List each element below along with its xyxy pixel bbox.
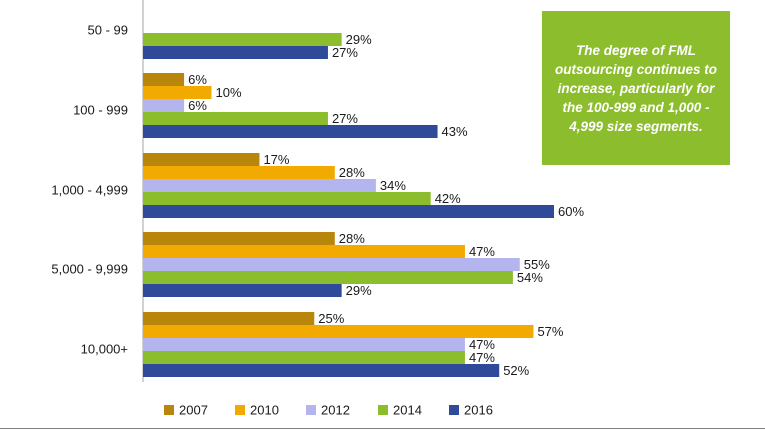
legend-label: 2014 bbox=[393, 402, 422, 417]
data-label: 29% bbox=[346, 32, 372, 47]
bar-2016 bbox=[143, 46, 328, 59]
bar-2007 bbox=[143, 73, 185, 86]
data-label: 6% bbox=[188, 98, 207, 113]
legend-label: 2007 bbox=[179, 402, 208, 417]
bottom-divider bbox=[0, 428, 765, 429]
data-label: 27% bbox=[332, 111, 358, 126]
data-label: 47% bbox=[469, 337, 495, 352]
bar-2014 bbox=[143, 192, 431, 205]
bar-2012 bbox=[143, 338, 465, 351]
data-label: 60% bbox=[558, 204, 584, 219]
legend-swatch-2007 bbox=[164, 405, 174, 415]
data-label: 42% bbox=[435, 191, 461, 206]
bar-2012 bbox=[143, 179, 376, 192]
category-label: 1,000 - 4,999 bbox=[51, 182, 128, 197]
bar-2007 bbox=[143, 153, 260, 166]
data-label: 25% bbox=[318, 311, 344, 326]
category-label: 10,000+ bbox=[81, 341, 128, 356]
callout-text: The degree of FML outsourcing continues … bbox=[555, 42, 717, 134]
data-label: 57% bbox=[537, 324, 563, 339]
data-label: 52% bbox=[503, 363, 529, 378]
category-label: 100 - 999 bbox=[73, 102, 128, 117]
bar-2016 bbox=[143, 205, 554, 218]
bar-2014 bbox=[143, 112, 328, 125]
bar-2012 bbox=[143, 258, 520, 271]
bar-2010 bbox=[143, 166, 335, 179]
legend-swatch-2010 bbox=[235, 405, 245, 415]
data-label: 27% bbox=[332, 45, 358, 60]
legend-swatch-2016 bbox=[449, 405, 459, 415]
legend-swatch-2012 bbox=[306, 405, 316, 415]
bar-2007 bbox=[143, 312, 315, 325]
bar-2007 bbox=[143, 232, 335, 245]
bar-2016 bbox=[143, 125, 438, 138]
data-label: 6% bbox=[188, 72, 207, 87]
category-label: 5,000 - 9,999 bbox=[51, 261, 128, 276]
data-label: 54% bbox=[517, 270, 543, 285]
data-label: 28% bbox=[339, 231, 365, 246]
bar-2014 bbox=[143, 33, 342, 46]
bar-2010 bbox=[143, 325, 534, 338]
data-label: 10% bbox=[216, 85, 242, 100]
bar-2014 bbox=[143, 351, 465, 364]
data-label: 47% bbox=[469, 350, 495, 365]
callout-box: The degree of FML outsourcing continues … bbox=[542, 11, 730, 165]
bar-2014 bbox=[143, 271, 513, 284]
data-label: 28% bbox=[339, 165, 365, 180]
data-label: 43% bbox=[442, 124, 468, 139]
data-label: 17% bbox=[263, 152, 289, 167]
legend-label: 2016 bbox=[464, 402, 493, 417]
data-label: 55% bbox=[524, 257, 550, 272]
legend-label: 2012 bbox=[321, 402, 350, 417]
bar-2010 bbox=[143, 245, 465, 258]
data-label: 47% bbox=[469, 244, 495, 259]
bar-2016 bbox=[143, 284, 342, 297]
bar-2016 bbox=[143, 364, 500, 377]
bar-2012 bbox=[143, 99, 185, 112]
legend-label: 2010 bbox=[250, 402, 279, 417]
data-label: 29% bbox=[346, 283, 372, 298]
bar-2010 bbox=[143, 86, 212, 99]
category-label: 50 - 99 bbox=[88, 22, 128, 37]
legend-swatch-2014 bbox=[378, 405, 388, 415]
data-label: 34% bbox=[380, 178, 406, 193]
